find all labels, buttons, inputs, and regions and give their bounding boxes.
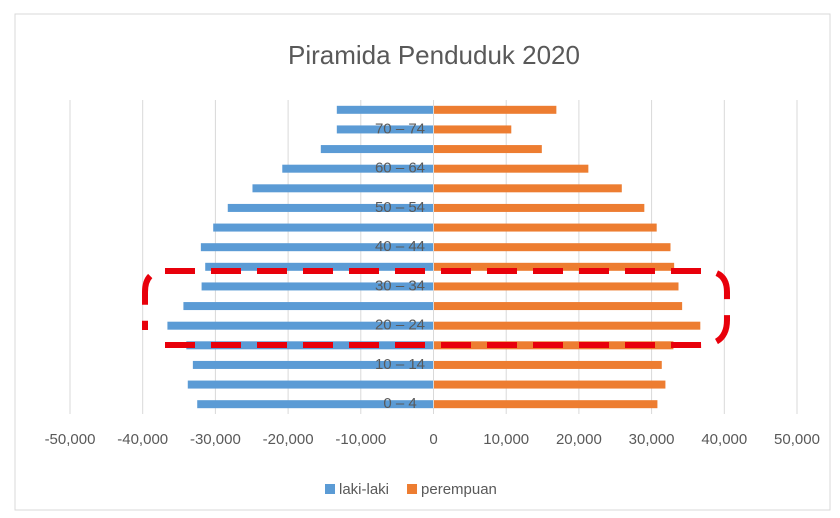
- bar: [320, 145, 434, 154]
- x-tick-label: 30,000: [629, 431, 675, 448]
- bar: [433, 223, 657, 232]
- bar: [433, 282, 679, 291]
- x-tick-label: -20,000: [263, 431, 314, 448]
- x-tick-label: -50,000: [45, 431, 96, 448]
- bar: [433, 380, 666, 389]
- bar: [252, 184, 434, 193]
- bar: [433, 105, 557, 114]
- bar: [433, 164, 589, 173]
- legend-swatch: [407, 484, 418, 494]
- bar: [433, 184, 622, 193]
- bar: [336, 105, 434, 114]
- bar: [213, 223, 434, 232]
- y-tick-label: 30 – 34: [375, 277, 425, 294]
- x-tick-label: -30,000: [190, 431, 241, 448]
- bar: [183, 302, 434, 311]
- y-tick-label: 70 – 74: [375, 120, 425, 137]
- y-tick-label: 60 – 64: [375, 160, 425, 177]
- bar: [433, 125, 512, 134]
- legend-label: perempuan: [421, 481, 497, 498]
- x-tick-label: 50,000: [774, 431, 820, 448]
- bar: [433, 262, 675, 271]
- x-tick-label: -10,000: [335, 431, 386, 448]
- bar: [433, 243, 671, 252]
- bar: [336, 125, 434, 134]
- x-tick-label: 20,000: [556, 431, 602, 448]
- y-tick-label: 40 – 44: [375, 238, 425, 255]
- bar: [200, 243, 434, 252]
- y-tick-label: 20 – 24: [375, 317, 425, 334]
- y-tick-label: 0 – 4: [383, 395, 416, 412]
- chart-frame: [14, 13, 831, 511]
- bar: [433, 400, 658, 409]
- legend-label: laki-laki: [339, 481, 389, 498]
- bar: [433, 302, 683, 311]
- x-tick-label: 10,000: [483, 431, 529, 448]
- bar: [187, 380, 434, 389]
- y-tick-label: 50 – 54: [375, 199, 425, 216]
- bar: [282, 164, 434, 173]
- bar: [433, 321, 701, 330]
- bar: [205, 262, 434, 271]
- bar: [433, 360, 662, 369]
- bar: [201, 282, 434, 291]
- bar: [197, 400, 434, 409]
- bar: [167, 321, 434, 330]
- bar: [192, 360, 434, 369]
- x-tick-label: 0: [429, 431, 437, 448]
- bar: [227, 203, 434, 212]
- chart-title: Piramida Penduduk 2020: [288, 40, 580, 70]
- x-tick-label: -40,000: [117, 431, 168, 448]
- legend-swatch: [325, 484, 335, 494]
- bar: [433, 145, 542, 154]
- highlight-annotation: [142, 268, 730, 348]
- x-tick-label: 40,000: [701, 431, 747, 448]
- bar: [433, 203, 645, 212]
- y-tick-label: 10 – 14: [375, 356, 425, 373]
